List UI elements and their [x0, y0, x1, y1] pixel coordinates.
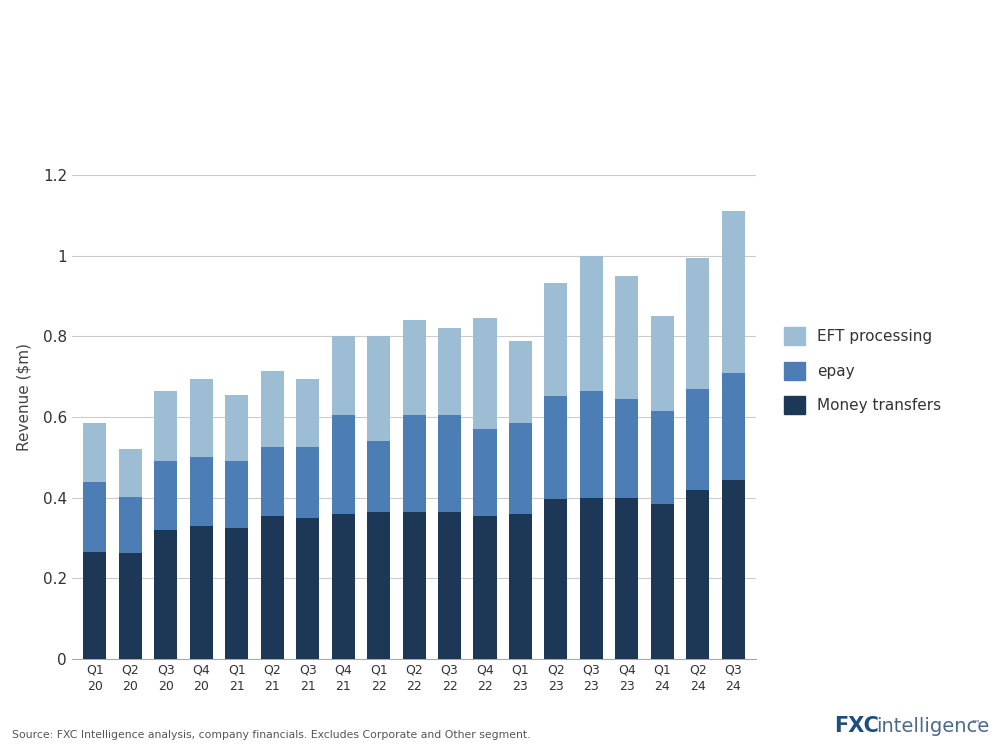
- Bar: [155, 530, 178, 659]
- Text: ™: ™: [971, 718, 981, 728]
- Bar: [579, 391, 602, 498]
- Bar: [474, 429, 497, 516]
- Bar: [650, 411, 673, 504]
- Bar: [332, 514, 355, 659]
- Bar: [84, 423, 107, 482]
- Bar: [367, 336, 391, 441]
- Bar: [508, 341, 532, 423]
- Bar: [119, 554, 142, 659]
- Bar: [226, 528, 249, 659]
- Bar: [721, 479, 744, 659]
- Bar: [438, 512, 462, 659]
- Bar: [508, 423, 532, 514]
- Bar: [721, 373, 744, 479]
- Bar: [261, 371, 284, 447]
- Text: Source: FXC Intelligence analysis, company financials. Excludes Corporate and Ot: Source: FXC Intelligence analysis, compa…: [12, 730, 530, 740]
- Bar: [579, 256, 602, 391]
- Text: Ria and Xe (money transfers) remain key to Euronet’s revenue mix: Ria and Xe (money transfers) remain key …: [12, 22, 999, 49]
- Text: FXC: FXC: [834, 715, 879, 736]
- Bar: [403, 415, 426, 512]
- Text: intelligence: intelligence: [876, 717, 989, 736]
- Bar: [332, 336, 355, 415]
- Bar: [261, 447, 284, 516]
- Bar: [650, 504, 673, 659]
- Bar: [650, 316, 673, 411]
- Text: Euronet quarterly revenue by segment, 2020-2024: Euronet quarterly revenue by segment, 20…: [12, 83, 437, 101]
- Bar: [544, 395, 567, 499]
- Bar: [686, 389, 709, 490]
- Bar: [226, 461, 249, 528]
- Bar: [615, 276, 638, 399]
- Bar: [686, 490, 709, 659]
- Y-axis label: Revenue ($m): Revenue ($m): [17, 343, 32, 451]
- Bar: [190, 458, 213, 526]
- Bar: [332, 415, 355, 514]
- Bar: [367, 512, 391, 659]
- Bar: [579, 498, 602, 659]
- Bar: [544, 283, 567, 395]
- Bar: [296, 447, 320, 518]
- Bar: [155, 391, 178, 461]
- Bar: [615, 498, 638, 659]
- Bar: [155, 461, 178, 530]
- Bar: [474, 516, 497, 659]
- Bar: [438, 415, 462, 512]
- Bar: [84, 482, 107, 552]
- Bar: [403, 512, 426, 659]
- Bar: [615, 399, 638, 498]
- Bar: [367, 441, 391, 512]
- Bar: [296, 379, 320, 447]
- Bar: [438, 328, 462, 415]
- Bar: [474, 318, 497, 429]
- Bar: [84, 552, 107, 659]
- Bar: [190, 526, 213, 659]
- Bar: [119, 497, 142, 554]
- Bar: [544, 499, 567, 659]
- Bar: [261, 516, 284, 659]
- Bar: [686, 258, 709, 389]
- Bar: [721, 211, 744, 373]
- Bar: [403, 321, 426, 415]
- Bar: [226, 395, 249, 461]
- Legend: EFT processing, epay, Money transfers: EFT processing, epay, Money transfers: [777, 321, 947, 420]
- Bar: [296, 518, 320, 659]
- Bar: [508, 514, 532, 659]
- Bar: [119, 449, 142, 497]
- Bar: [190, 379, 213, 458]
